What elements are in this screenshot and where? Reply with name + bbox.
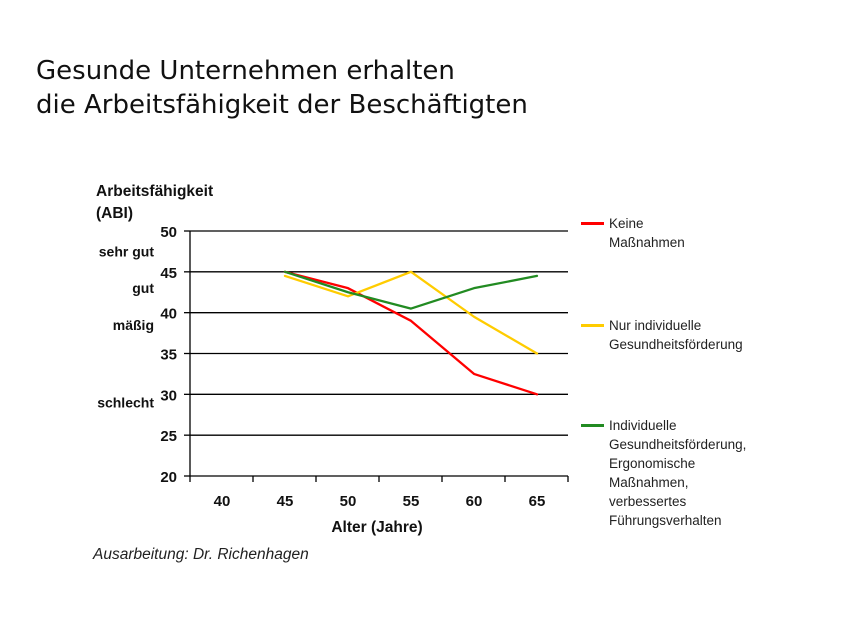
series-line-3 bbox=[283, 270, 539, 310]
legend-label-2: Nur individuelle Gesundheitsförderung bbox=[609, 318, 743, 352]
slide-title: Gesunde Unternehmen erhalten die Arbeits… bbox=[36, 54, 528, 122]
y-tick-label-45: 45 bbox=[160, 265, 177, 282]
y-tick-label-20: 20 bbox=[160, 469, 177, 486]
y-axis-title-line-1: Arbeitsfähigkeit bbox=[96, 183, 214, 200]
axis-labels: 50 45 40 35 30 25 20 40 45 50 55 60 65 Alter (Jahre) s… bbox=[97, 224, 545, 536]
series bbox=[283, 270, 539, 396]
series-line-1 bbox=[283, 270, 539, 396]
y-tick-label-25: 25 bbox=[160, 428, 177, 445]
legend-label-3: Individuelle Gesundheitsförderung, Ergon… bbox=[609, 418, 747, 528]
x-tick-label-55: 55 bbox=[403, 493, 420, 510]
legend-swatch-3 bbox=[581, 424, 604, 427]
category-label-sehr-gut: sehr gut bbox=[99, 243, 155, 259]
x-tick-label-50: 50 bbox=[340, 493, 357, 510]
category-label-schlecht: schlecht bbox=[97, 395, 154, 411]
y-tick-label-35: 35 bbox=[160, 347, 177, 364]
x-tick-label-45: 45 bbox=[277, 493, 294, 510]
credit-text: Ausarbeitung: Dr. Richenhagen bbox=[93, 546, 309, 563]
x-tick-label-65: 65 bbox=[529, 493, 546, 510]
y-axis-title-line-2: (ABI) bbox=[96, 205, 134, 222]
category-label-mäßig: mäßig bbox=[113, 317, 154, 333]
legend-swatch-1 bbox=[581, 222, 604, 225]
slide-title-line-2: die Arbeitsfähigkeit der Beschäftigten bbox=[36, 90, 528, 120]
y-axis-title: Arbeitsfähigkeit (ABI) bbox=[96, 181, 213, 225]
legend-label-1: Keine Maßnahmen bbox=[609, 216, 685, 250]
grid bbox=[190, 230, 568, 436]
x-tick-label-40: 40 bbox=[214, 493, 231, 510]
category-label-gut: gut bbox=[132, 280, 154, 296]
slide-title-line-1: Gesunde Unternehmen erhalten bbox=[36, 56, 455, 86]
legend-swatch-2 bbox=[581, 324, 604, 327]
series-line-2 bbox=[283, 270, 539, 355]
y-tick-label-30: 30 bbox=[160, 387, 177, 404]
x-axis-title: Alter (Jahre) bbox=[331, 519, 422, 536]
y-tick-label-40: 40 bbox=[160, 306, 177, 323]
axes bbox=[184, 230, 569, 482]
y-tick-label-50: 50 bbox=[160, 224, 177, 241]
x-tick-label-60: 60 bbox=[466, 493, 483, 510]
